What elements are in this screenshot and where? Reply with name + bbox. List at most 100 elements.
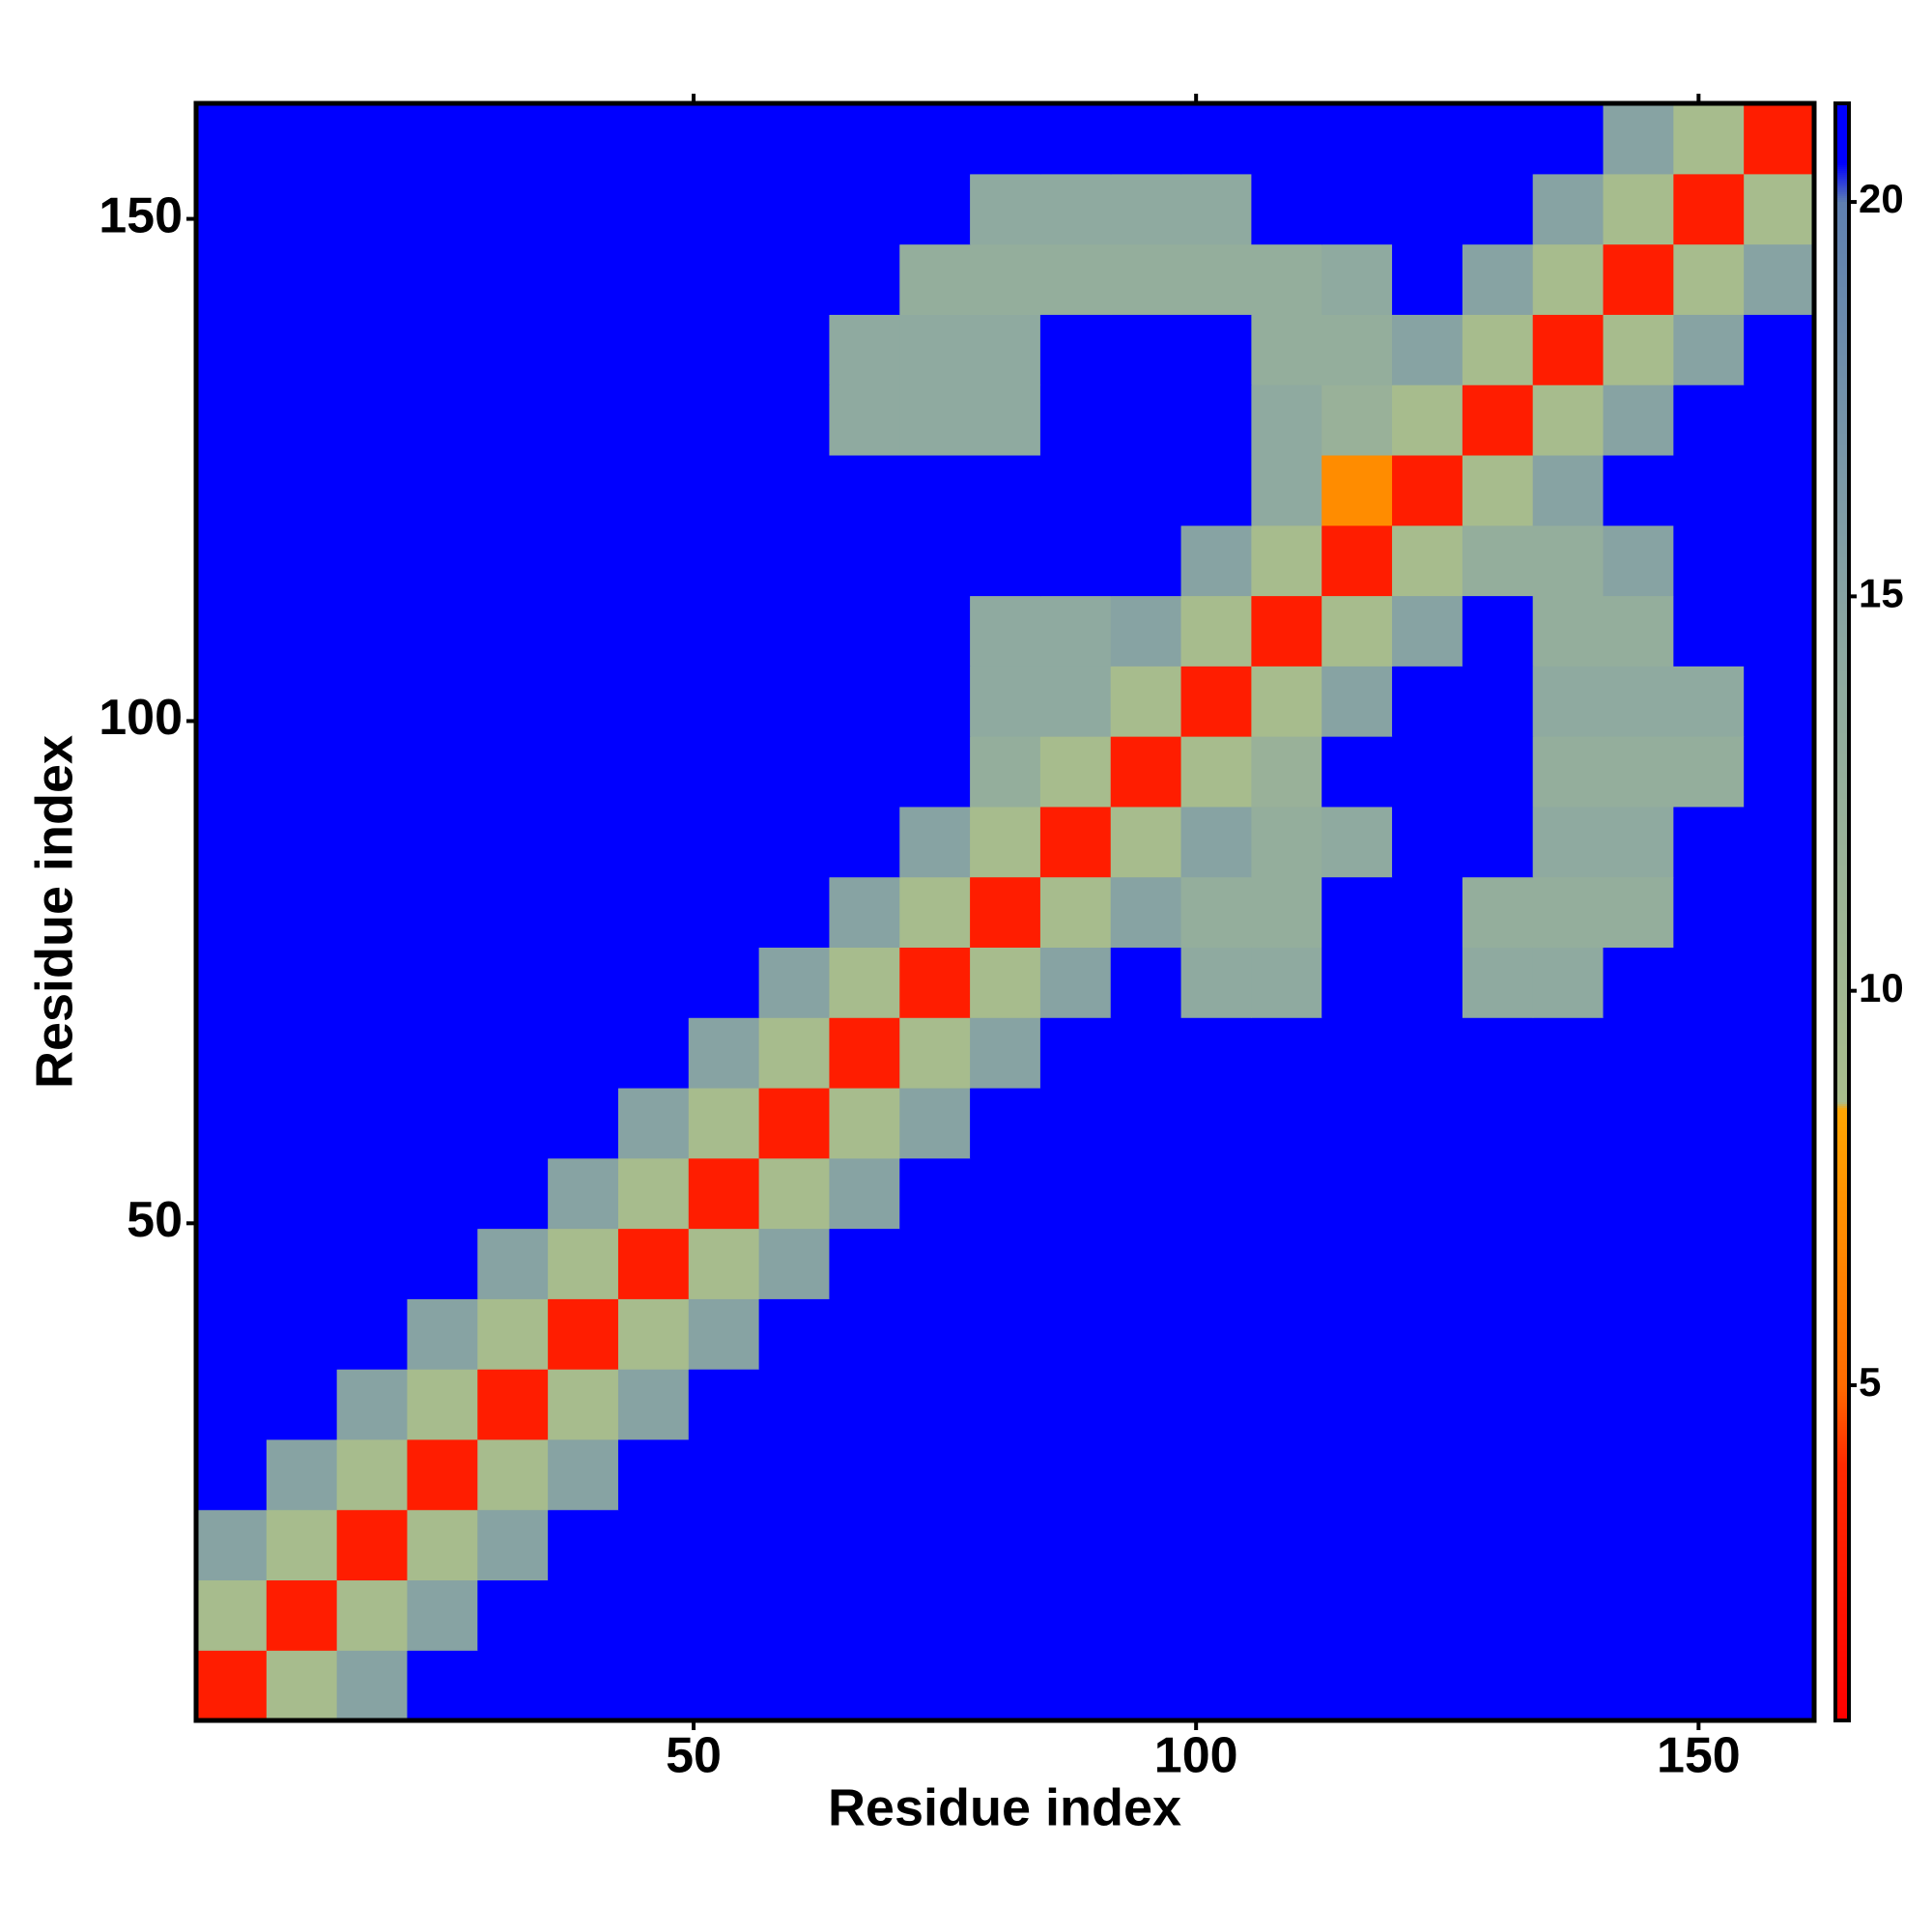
heatmap-cell	[899, 103, 971, 175]
colorbar-segment	[1835, 416, 1849, 419]
y-tick-label: 100	[99, 690, 183, 746]
heatmap-cell	[829, 103, 900, 175]
colorbar-segment	[1835, 1158, 1849, 1161]
heatmap-cell	[758, 1298, 831, 1370]
colorbar-segment	[1835, 185, 1849, 187]
heatmap-cell	[970, 314, 1041, 385]
heatmap-cell	[1110, 525, 1182, 597]
colorbar-segment	[1835, 212, 1849, 214]
heatmap-cell	[1251, 1157, 1322, 1230]
colorbar-segment	[1835, 1322, 1849, 1325]
heatmap-cell	[617, 1509, 690, 1581]
colorbar-segment	[1835, 179, 1849, 182]
colorbar-segment	[1835, 1529, 1849, 1532]
heatmap-cell	[617, 1298, 690, 1370]
colorbar-segment	[1835, 434, 1849, 437]
colorbar-segment	[1835, 1595, 1849, 1598]
colorbar-segment	[1835, 1170, 1849, 1173]
colorbar-segment	[1835, 1552, 1849, 1555]
colorbar-segment	[1835, 1129, 1849, 1132]
colorbar-segment	[1835, 213, 1849, 216]
colorbar-segment	[1835, 1429, 1849, 1432]
colorbar-segment	[1835, 841, 1849, 844]
colorbar-tick-label: 5	[1859, 1359, 1881, 1405]
colorbar-segment	[1835, 1179, 1849, 1182]
heatmap-cell	[617, 876, 690, 948]
colorbar-segment	[1835, 1363, 1849, 1366]
heatmap-cell	[899, 1228, 971, 1299]
colorbar-segment	[1835, 1518, 1849, 1520]
heatmap-cell	[407, 595, 478, 667]
heatmap-cell	[1321, 103, 1393, 175]
colorbar-segment	[1835, 1251, 1849, 1254]
colorbar-segment	[1835, 1110, 1849, 1113]
heatmap-cell	[1744, 1509, 1815, 1581]
heatmap-cell	[688, 806, 760, 878]
colorbar-segment	[1835, 1044, 1849, 1047]
colorbar-segment	[1835, 119, 1849, 122]
colorbar-segment	[1835, 1002, 1849, 1005]
heatmap-cell	[548, 103, 619, 175]
heatmap-cell	[1321, 736, 1393, 808]
colorbar-segment	[1835, 708, 1849, 711]
colorbar-segment	[1835, 716, 1849, 719]
colorbar-segment	[1835, 787, 1849, 790]
colorbar-segment	[1835, 441, 1849, 444]
colorbar-segment	[1835, 874, 1849, 877]
heatmap-cell	[1462, 1579, 1534, 1651]
heatmap-cell	[1110, 243, 1182, 315]
colorbar-segment	[1835, 975, 1849, 978]
colorbar-segment	[1835, 1637, 1849, 1640]
colorbar-segment	[1835, 364, 1849, 367]
colorbar-segment	[1835, 799, 1849, 802]
colorbar-segment	[1835, 1112, 1849, 1115]
colorbar-segment	[1835, 1261, 1849, 1264]
heatmap-cell	[688, 1579, 760, 1651]
colorbar-segment	[1835, 1653, 1849, 1656]
colorbar-segment	[1835, 430, 1849, 433]
heatmap-cell	[336, 595, 409, 667]
heatmap-cell	[1251, 173, 1322, 245]
heatmap-cell	[336, 806, 409, 878]
heatmap-cell	[1251, 314, 1322, 385]
colorbar-segment	[1835, 1620, 1849, 1623]
heatmap-cell	[1321, 454, 1393, 526]
heatmap-cell	[758, 876, 831, 948]
colorbar-segment	[1835, 157, 1849, 160]
colorbar-segment	[1835, 488, 1849, 491]
colorbar-segment	[1835, 646, 1849, 649]
heatmap-cell	[266, 736, 338, 808]
colorbar-segment	[1835, 946, 1849, 949]
heatmap-cell	[1462, 806, 1534, 878]
heatmap-cell	[1603, 314, 1674, 385]
colorbar-segment	[1835, 629, 1849, 632]
heatmap-cell	[1392, 454, 1463, 526]
heatmap-cell	[688, 595, 760, 667]
colorbar-segment	[1835, 1077, 1849, 1080]
heatmap-cell	[548, 1369, 619, 1440]
heatmap-cell	[1532, 1369, 1605, 1440]
colorbar-segment	[1835, 762, 1849, 765]
colorbar-segment	[1835, 1326, 1849, 1329]
heatmap-cell	[1039, 1087, 1112, 1159]
colorbar-segment	[1835, 401, 1849, 404]
heatmap-cell	[1744, 876, 1815, 948]
colorbar-segment	[1835, 277, 1849, 280]
colorbar-segment	[1835, 412, 1849, 415]
colorbar-segment	[1835, 780, 1849, 782]
colorbar-segment	[1835, 660, 1849, 663]
colorbar-segment	[1835, 921, 1849, 923]
heatmap-cell	[1673, 1509, 1745, 1581]
colorbar-segment	[1835, 588, 1849, 591]
colorbar-segment	[1835, 1639, 1849, 1642]
colorbar-segment	[1835, 1009, 1849, 1012]
heatmap-cell	[548, 806, 619, 878]
heatmap-cell	[548, 1579, 619, 1651]
heatmap-cell	[407, 173, 478, 245]
heatmap-cell	[970, 1369, 1041, 1440]
colorbar-segment	[1835, 511, 1849, 514]
colorbar-segment	[1835, 1504, 1849, 1507]
colorbar-segment	[1835, 289, 1849, 292]
heatmap-cell	[1744, 947, 1815, 1018]
heatmap-cell	[1392, 1438, 1463, 1511]
